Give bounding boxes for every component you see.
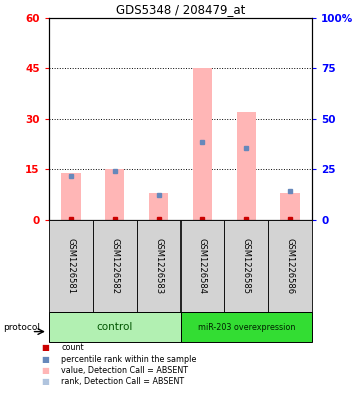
Text: count: count <box>61 343 84 352</box>
Bar <box>225 220 268 312</box>
Bar <box>105 169 125 220</box>
Bar <box>93 220 136 312</box>
Bar <box>192 68 212 220</box>
Text: GSM1226586: GSM1226586 <box>286 238 295 294</box>
Text: rank, Detection Call = ABSENT: rank, Detection Call = ABSENT <box>61 377 184 386</box>
Text: protocol: protocol <box>4 323 40 332</box>
Text: GSM1226584: GSM1226584 <box>198 238 207 294</box>
Text: ■: ■ <box>42 366 49 375</box>
Bar <box>136 220 180 312</box>
Text: GSM1226585: GSM1226585 <box>242 238 251 294</box>
Text: ■: ■ <box>42 354 49 364</box>
Bar <box>180 220 225 312</box>
Text: control: control <box>96 322 133 332</box>
Text: ■: ■ <box>42 377 49 386</box>
Bar <box>61 173 81 220</box>
Text: GSM1226581: GSM1226581 <box>66 238 75 294</box>
Title: GDS5348 / 208479_at: GDS5348 / 208479_at <box>116 4 245 17</box>
Text: value, Detection Call = ABSENT: value, Detection Call = ABSENT <box>61 366 188 375</box>
Text: GSM1226583: GSM1226583 <box>154 238 163 294</box>
Bar <box>268 220 312 312</box>
Text: miR-203 overexpression: miR-203 overexpression <box>198 323 295 332</box>
Bar <box>49 220 93 312</box>
Text: ■: ■ <box>42 343 49 352</box>
Bar <box>236 112 256 220</box>
Bar <box>280 193 300 220</box>
Text: percentile rank within the sample: percentile rank within the sample <box>61 354 197 364</box>
Bar <box>180 312 312 342</box>
Bar <box>149 193 169 220</box>
Text: GSM1226582: GSM1226582 <box>110 238 119 294</box>
Bar <box>49 312 180 342</box>
